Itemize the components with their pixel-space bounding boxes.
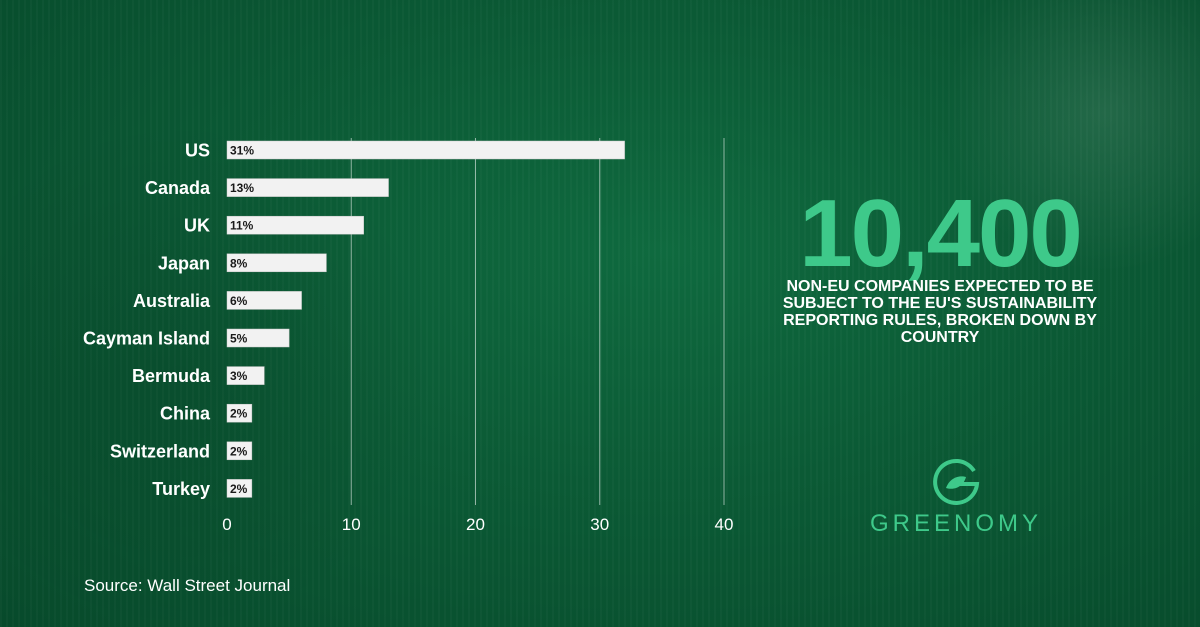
bar-value-label: 2% [230, 407, 248, 421]
bar-value-label: 6% [230, 294, 248, 308]
category-label: US [185, 141, 210, 161]
brand-name: GREENOMY [869, 510, 1042, 537]
bar [226, 479, 253, 498]
bar [226, 215, 364, 235]
category-label: Australia [133, 291, 211, 311]
bar-value-label: 31% [230, 144, 254, 158]
x-tick-label: 0 [222, 515, 231, 534]
bar-chart: 0 10 20 30 40 31% US 13% Canada 11% UK 8% Japan 6% Aus… [83, 140, 734, 534]
bar-value-label: 5% [230, 332, 248, 346]
category-label: Bermuda [132, 366, 211, 386]
category-label: Switzerland [110, 441, 210, 461]
bar [226, 403, 253, 423]
bar [226, 291, 302, 310]
category-label: China [160, 404, 211, 424]
bar [226, 366, 265, 385]
bar-value-label: 8% [230, 256, 248, 270]
greenomy-leaf-icon [933, 459, 980, 505]
bar-value-label: 11% [230, 219, 254, 233]
x-tick-label: 30 [590, 515, 609, 534]
category-label: Canada [145, 178, 211, 198]
x-tick-label: 10 [342, 515, 361, 534]
category-label: Cayman Island [83, 329, 210, 349]
bar [226, 253, 327, 273]
category-label: UK [184, 216, 210, 236]
x-tick-label: 20 [466, 515, 485, 534]
headline-text: NON-EU COMPANIES EXPECTED TO BE SUBJECT … [782, 278, 1098, 346]
category-label: Japan [158, 253, 210, 273]
bar-value-label: 2% [230, 482, 248, 496]
category-label: Turkey [152, 479, 210, 499]
bar [226, 140, 625, 160]
bar-value-label: 3% [230, 369, 248, 383]
source-note: Source: Wall Street Journal [84, 576, 291, 595]
x-tick-label: 40 [715, 515, 734, 534]
bar [226, 178, 389, 197]
bar [226, 328, 290, 348]
bar-value-label: 2% [230, 444, 248, 458]
headline-number: 10,400 [799, 180, 1083, 287]
bar-value-label: 13% [230, 181, 254, 195]
bar [226, 441, 253, 461]
